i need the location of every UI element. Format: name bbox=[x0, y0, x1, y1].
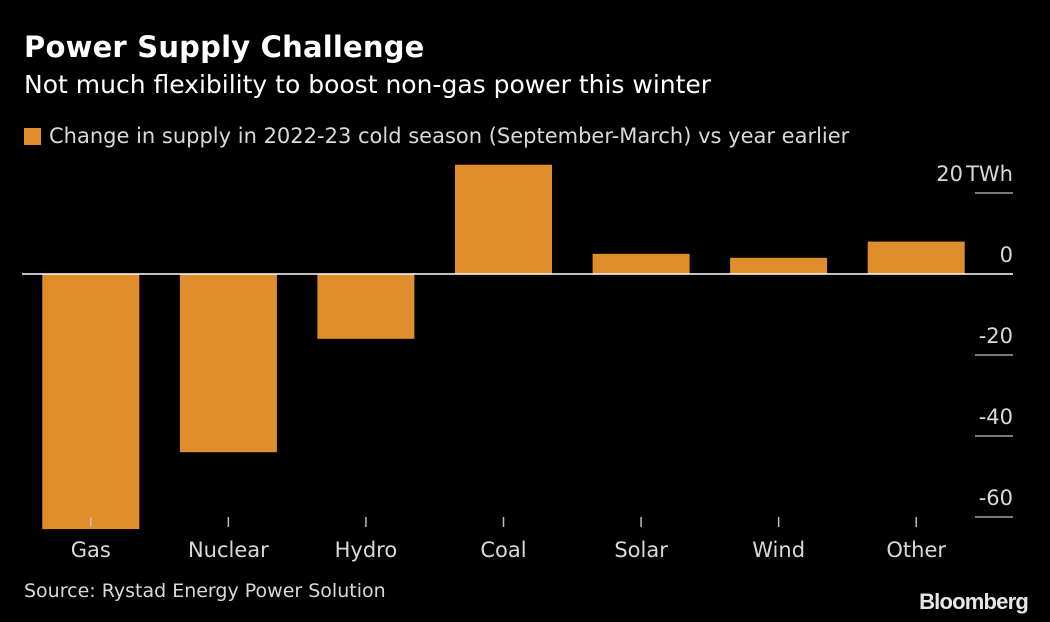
y-tick-label: 0 bbox=[1000, 243, 1013, 267]
x-tick-label-solar: Solar bbox=[614, 538, 668, 562]
y-tick-label: -60 bbox=[979, 486, 1013, 510]
bar-solar bbox=[592, 253, 690, 275]
x-tick-label-other: Other bbox=[886, 538, 946, 562]
x-tick-label-coal: Coal bbox=[480, 538, 526, 562]
bloomberg-logo: Bloomberg bbox=[919, 589, 1029, 614]
chart-title: Power Supply Challenge bbox=[24, 30, 425, 64]
y-tick-label: 20 bbox=[936, 162, 963, 186]
bar-wind bbox=[730, 257, 828, 274]
bar-hydro bbox=[317, 274, 415, 339]
x-tick-label-wind: Wind bbox=[752, 538, 805, 562]
legend-swatch bbox=[24, 127, 41, 145]
bars-group bbox=[42, 164, 965, 530]
y-axis: 20 TWh 0 -20 -40 -60 bbox=[936, 162, 1013, 518]
bar-nuclear bbox=[179, 274, 277, 453]
source-note: Source: Rystad Energy Power Solution bbox=[24, 580, 386, 602]
legend-label: Change in supply in 2022-23 cold season … bbox=[49, 124, 850, 148]
bar-other bbox=[867, 241, 965, 274]
y-tick-label: -20 bbox=[979, 324, 1013, 348]
x-tick-label-nuclear: Nuclear bbox=[188, 538, 269, 562]
bar-gas bbox=[42, 274, 140, 530]
legend: Change in supply in 2022-23 cold season … bbox=[24, 124, 849, 148]
chart-subtitle: Not much flexibility to boost non-gas po… bbox=[24, 70, 712, 99]
x-axis: Gas Nuclear Hydro Coal Solar Wind Other bbox=[71, 517, 946, 562]
x-tick-label-gas: Gas bbox=[71, 538, 111, 562]
bar-coal bbox=[455, 164, 552, 274]
x-tick-label-hydro: Hydro bbox=[335, 538, 398, 562]
y-tick-label: -40 bbox=[979, 405, 1013, 429]
y-unit-label: TWh bbox=[965, 162, 1013, 186]
